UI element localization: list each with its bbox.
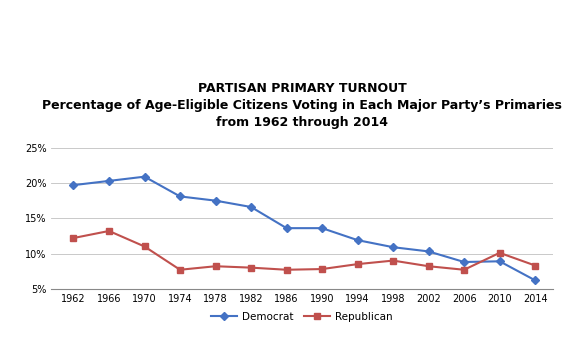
Legend: Democrat, Republican: Democrat, Republican (207, 308, 397, 326)
Title: PARTISAN PRIMARY TURNOUT
Percentage of Age-Eligible Citizens Voting in Each Majo: PARTISAN PRIMARY TURNOUT Percentage of A… (42, 82, 562, 129)
